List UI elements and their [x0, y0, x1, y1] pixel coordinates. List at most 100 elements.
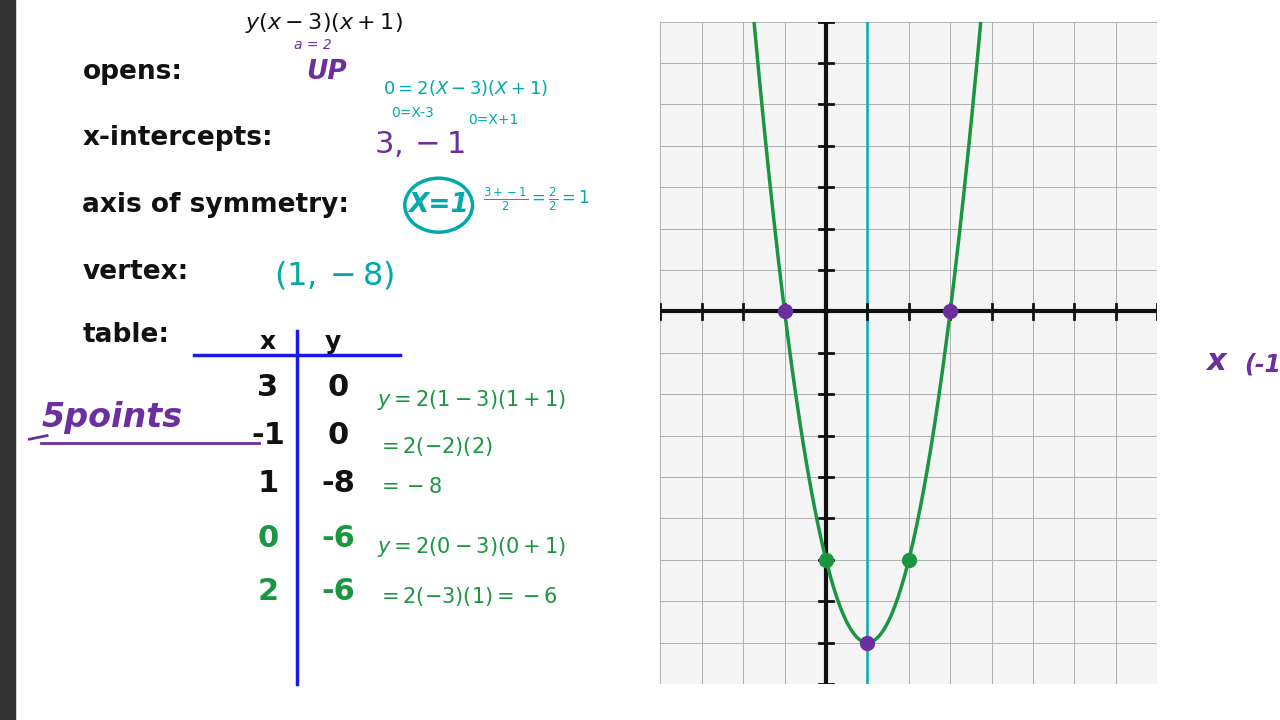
Bar	[909, 104, 950, 145]
Text: y: y	[325, 330, 340, 354]
Bar	[701, 477, 744, 518]
Bar	[660, 22, 701, 63]
Bar	[744, 104, 785, 145]
Bar	[785, 353, 826, 395]
Bar	[868, 104, 909, 145]
Text: $y=2(1-3)(1+1)$: $y=2(1-3)(1+1)$	[376, 387, 566, 412]
Bar	[950, 642, 992, 684]
Bar	[1033, 477, 1074, 518]
Bar	[950, 311, 992, 353]
Bar	[1074, 145, 1116, 187]
Bar	[826, 642, 868, 684]
Bar	[1116, 518, 1157, 560]
Bar	[1116, 311, 1157, 353]
Bar	[744, 229, 785, 270]
Text: 5points: 5points	[41, 401, 182, 434]
Bar	[1116, 22, 1157, 63]
Bar	[992, 104, 1033, 145]
Bar	[868, 311, 909, 353]
Text: -6: -6	[321, 524, 356, 553]
Bar	[660, 270, 701, 311]
Text: vertex:: vertex:	[82, 259, 188, 285]
Bar	[909, 187, 950, 228]
Bar	[785, 145, 826, 187]
Bar	[992, 187, 1033, 228]
Text: -8: -8	[321, 469, 356, 498]
Bar	[868, 642, 909, 684]
Bar	[826, 560, 868, 601]
Bar	[660, 145, 701, 187]
Bar	[950, 187, 992, 228]
Bar	[1033, 104, 1074, 145]
Bar	[660, 395, 701, 436]
Text: $0=2(X-3)(X+1)$: $0=2(X-3)(X+1)$	[383, 78, 548, 98]
Bar	[744, 642, 785, 684]
Bar	[992, 436, 1033, 477]
Bar	[909, 311, 950, 353]
Text: 3: 3	[257, 373, 279, 402]
Text: $y=2(0-3)(0+1)$: $y=2(0-3)(0+1)$	[376, 535, 566, 559]
Text: UP: UP	[306, 59, 347, 85]
Text: 0=X-3: 0=X-3	[392, 106, 434, 120]
Bar	[1074, 311, 1116, 353]
Bar	[785, 63, 826, 104]
Bar	[992, 477, 1033, 518]
Text: -1: -1	[251, 421, 285, 450]
Text: a = 2: a = 2	[294, 37, 332, 52]
Bar	[701, 229, 744, 270]
Bar	[701, 63, 744, 104]
Bar	[1116, 395, 1157, 436]
Bar	[950, 477, 992, 518]
Text: 0: 0	[257, 524, 279, 553]
Bar	[1033, 601, 1074, 643]
Bar	[826, 353, 868, 395]
Bar	[785, 601, 826, 643]
Text: x: x	[260, 330, 276, 354]
Bar	[992, 270, 1033, 311]
Text: table:: table:	[82, 322, 169, 348]
Bar	[1033, 270, 1074, 311]
Bar	[1033, 353, 1074, 395]
Bar	[992, 518, 1033, 560]
Text: 0=X+1: 0=X+1	[468, 113, 518, 127]
Bar	[909, 518, 950, 560]
Bar	[826, 311, 868, 353]
Bar	[701, 22, 744, 63]
Bar	[868, 477, 909, 518]
Bar	[1074, 601, 1116, 643]
Bar	[701, 436, 744, 477]
Bar	[1116, 270, 1157, 311]
Bar	[826, 518, 868, 560]
Bar	[909, 145, 950, 187]
Bar	[868, 145, 909, 187]
Bar	[992, 353, 1033, 395]
Bar	[1116, 601, 1157, 643]
Bar	[1074, 477, 1116, 518]
Bar	[785, 104, 826, 145]
Bar	[1033, 560, 1074, 601]
Text: 1: 1	[257, 469, 279, 498]
Bar	[1033, 518, 1074, 560]
Bar	[1116, 104, 1157, 145]
Bar	[744, 187, 785, 228]
Bar	[868, 187, 909, 228]
Bar	[701, 311, 744, 353]
Bar	[785, 436, 826, 477]
Bar	[1074, 229, 1116, 270]
Bar	[1074, 560, 1116, 601]
Text: $3, -1$: $3, -1$	[374, 129, 465, 159]
Text: $\frac{3+-1}{2}=\frac{2}{2}=1$: $\frac{3+-1}{2}=\frac{2}{2}=1$	[483, 186, 590, 213]
Bar	[992, 311, 1033, 353]
Bar	[826, 104, 868, 145]
Bar	[660, 353, 701, 395]
Text: axis of symmetry:: axis of symmetry:	[82, 192, 349, 218]
Text: $=2(-2)(2)$: $=2(-2)(2)$	[376, 435, 493, 458]
Bar	[868, 22, 909, 63]
Bar	[1116, 353, 1157, 395]
Bar	[868, 518, 909, 560]
Bar	[909, 22, 950, 63]
Text: (-1,0): (-1,0)	[1244, 353, 1280, 377]
Bar	[950, 270, 992, 311]
Bar	[909, 477, 950, 518]
Bar	[1116, 63, 1157, 104]
